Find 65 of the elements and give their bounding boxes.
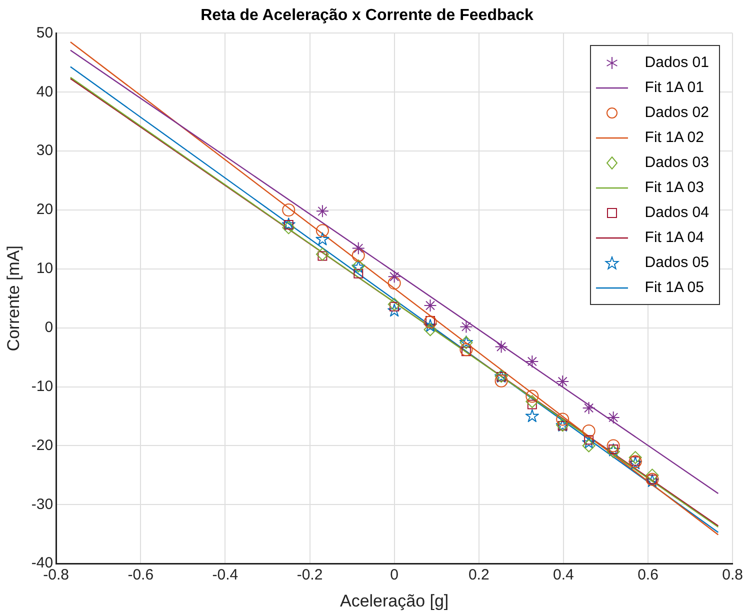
legend-label: Fit 1A 05 (644, 279, 704, 296)
x-tick-label: -0.2 (296, 566, 323, 584)
point (582, 424, 596, 438)
point (424, 315, 437, 328)
point (582, 402, 596, 415)
x-tick-label: 0.2 (468, 566, 490, 584)
x-tick-label: -0.4 (212, 566, 238, 584)
point (526, 395, 539, 408)
y-tick-label: 50 (36, 24, 54, 42)
point (388, 270, 401, 284)
y-tick-label: -30 (31, 496, 54, 513)
point (582, 436, 596, 449)
point (646, 468, 659, 482)
point (556, 412, 570, 426)
y-tick-label: -10 (31, 378, 54, 395)
y-tick-label: 20 (36, 201, 54, 218)
point (282, 204, 296, 216)
point (352, 248, 365, 262)
point (556, 374, 570, 388)
legend-label: Fit 1A 03 (644, 179, 704, 196)
y-tick-label: 40 (36, 83, 54, 100)
point (316, 232, 330, 246)
legend-label: Dados 04 (644, 204, 709, 221)
point (582, 439, 596, 452)
point (424, 298, 437, 312)
legend-label: Fit 1A 01 (644, 79, 704, 96)
y-tick-label: 10 (36, 260, 54, 278)
point (606, 410, 620, 424)
y-axis-title: Corrente [mA] (4, 245, 23, 352)
x-tick-label: 0.8 (722, 566, 744, 584)
point (316, 248, 329, 261)
x-tick-label: 0.4 (553, 566, 574, 584)
point (282, 221, 296, 234)
point (388, 276, 401, 290)
legend-label: Dados 01 (644, 54, 709, 71)
point (494, 340, 508, 354)
point (628, 451, 642, 464)
point (388, 298, 401, 311)
point (494, 374, 508, 388)
point (606, 439, 620, 452)
chart-title: Reta de Aceleração x Corrente de Feedback (200, 7, 534, 24)
point (316, 224, 329, 238)
x-tick-label: 0.6 (638, 566, 658, 584)
y-tick-label: -20 (31, 436, 54, 454)
point (460, 343, 473, 356)
point (423, 319, 438, 332)
x-tick-label: -0.6 (128, 566, 154, 584)
legend-label: Dados 05 (644, 254, 709, 271)
y-tick-label: 30 (36, 142, 54, 160)
legend-label: Fit 1A 04 (644, 229, 704, 246)
x-axis-title: Aceleração [g] (340, 591, 449, 610)
point (525, 409, 539, 422)
y-tick-label: 0 (44, 319, 54, 336)
point (388, 304, 402, 317)
point (526, 354, 539, 368)
point (354, 268, 364, 278)
point (424, 323, 437, 336)
legend-label: Fit 1A 02 (644, 129, 704, 146)
legend-label: Dados 03 (644, 154, 709, 171)
legend-label: Dados 02 (644, 104, 709, 121)
point (316, 204, 329, 218)
point (352, 242, 365, 255)
point (526, 390, 539, 403)
x-tick-label: 0 (390, 566, 398, 584)
point (460, 320, 473, 334)
